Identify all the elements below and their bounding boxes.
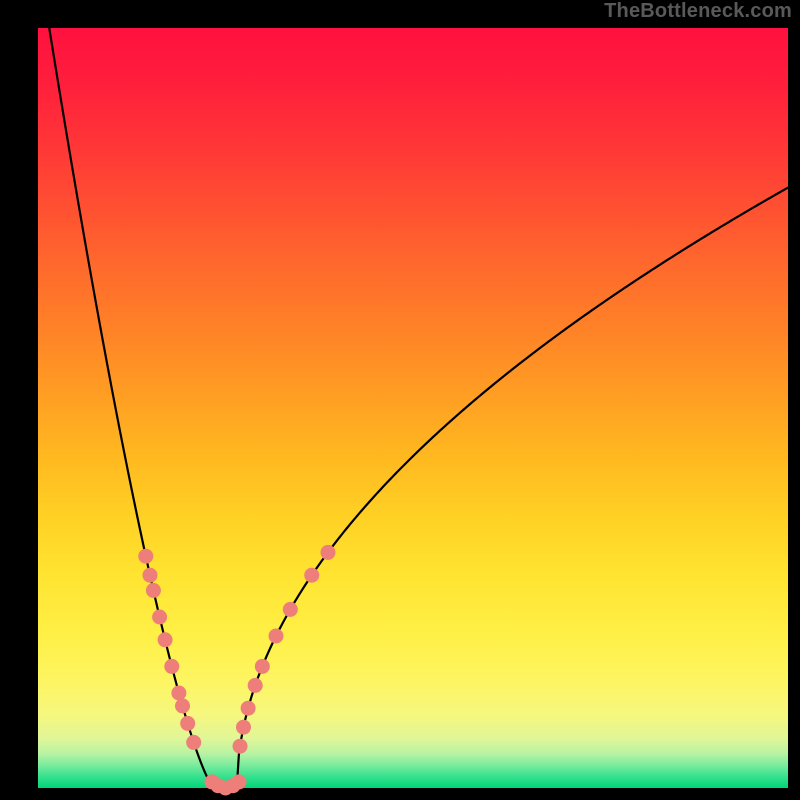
data-dot — [236, 720, 251, 735]
data-dot — [283, 602, 298, 617]
data-dot — [269, 629, 284, 644]
plot-area — [38, 28, 788, 788]
chart-stage: TheBottleneck.com — [0, 0, 800, 800]
data-dot — [232, 774, 247, 789]
data-dot — [320, 545, 335, 560]
data-dot — [233, 739, 248, 754]
data-dot — [152, 610, 167, 625]
chart-svg — [38, 28, 788, 788]
data-dot — [146, 583, 161, 598]
data-dot — [171, 686, 186, 701]
data-dot — [142, 568, 157, 583]
data-dot — [186, 735, 201, 750]
data-dot — [158, 632, 173, 647]
bottleneck-curve — [49, 28, 788, 788]
watermark-text: TheBottleneck.com — [604, 0, 792, 23]
data-dot — [175, 698, 190, 713]
data-dot — [138, 549, 153, 564]
data-dot — [180, 716, 195, 731]
data-dot — [255, 659, 270, 674]
data-dot — [241, 701, 256, 716]
data-dot — [304, 568, 319, 583]
data-dot — [164, 659, 179, 674]
data-dot — [248, 678, 263, 693]
